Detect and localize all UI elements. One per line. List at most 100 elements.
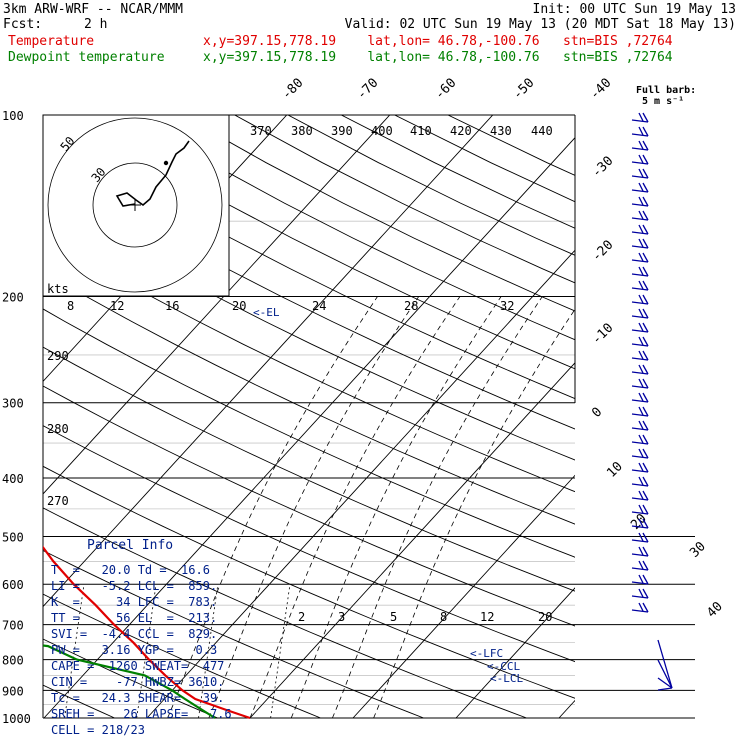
- wind-barb-flag: [642, 364, 649, 375]
- dry-adiabat-line: [394, 115, 575, 203]
- wind-barb: [631, 455, 649, 459]
- wind-barb: [631, 399, 649, 403]
- wind-barb-flag: [638, 504, 644, 514]
- wind-barb-flag: [638, 406, 644, 416]
- wind-barb-flag: [642, 406, 649, 417]
- wind-barb-flag: [642, 434, 649, 445]
- level-marker-label: <-EL: [253, 306, 280, 319]
- wind-barb-flag: [638, 280, 644, 290]
- parcel-row: TT = 56 EL = 213.: [51, 611, 218, 625]
- pressure-tick-label: 100: [2, 109, 24, 123]
- wind-barb-flag: [638, 532, 644, 542]
- parcel-row: T = 20.0 Td = 16.6: [51, 563, 210, 577]
- level-marker-label: <-LFC: [470, 647, 503, 660]
- wind-barb: [631, 469, 649, 473]
- wind-barb-flag: [642, 140, 649, 151]
- hodograph-unit-label: kts: [47, 282, 69, 296]
- wind-barb-flag: [638, 112, 644, 122]
- wind-barb-flag: [642, 182, 649, 193]
- pressure-tick-label: 300: [2, 397, 24, 411]
- pressure-tick-label: 800: [2, 654, 24, 668]
- init-time: Init: 00 UTC Sun 19 May 13: [532, 2, 737, 17]
- wind-barb: [631, 371, 649, 375]
- dry-adiabat-line: [43, 127, 575, 400]
- wind-barb-flag: [642, 336, 649, 347]
- dry-adiabat-line: [43, 638, 218, 719]
- wind-barb: [631, 483, 649, 487]
- wind-barb-flag: [638, 392, 644, 402]
- theta-tick-label: 420: [450, 124, 472, 138]
- wind-barb-flag: [638, 588, 644, 598]
- wind-barb: [631, 147, 649, 151]
- wind-barb-flag: [638, 182, 644, 192]
- level-marker-label: <-LCL: [490, 672, 523, 685]
- wind-barb: [631, 161, 649, 165]
- parcel-row: SREH = 26 LAPSE= 7.6: [51, 707, 232, 721]
- model-title: 3km ARW-WRF -- NCAR/MMM: [3, 2, 184, 17]
- upper-scale-tick-label: 32: [500, 299, 514, 313]
- theta-tick-label: 280: [47, 422, 69, 436]
- wind-barb-flag: [638, 196, 644, 206]
- wind-barb-flag: [638, 266, 644, 276]
- wind-barb-flag: [642, 224, 649, 235]
- temperature-legend: Temperature: [8, 34, 95, 49]
- isotherm-tick-label: -60: [432, 76, 459, 103]
- isotherm-tick-label: -20: [589, 238, 616, 265]
- wind-barb: [631, 609, 649, 613]
- wind-barb-flag: [642, 392, 649, 403]
- barb-legend-value: 5 m s⁻¹: [642, 96, 684, 107]
- wind-barb-flag: [638, 336, 644, 346]
- wind-barb-flag: [642, 574, 649, 585]
- mixing-ratio-tick-label: 3: [338, 610, 345, 624]
- temperature-line: [43, 545, 251, 720]
- wind-barb-flag: [638, 238, 644, 248]
- wind-barb: [631, 245, 649, 249]
- wind-barb-flag: [642, 154, 649, 165]
- wind-barb-flag: [642, 308, 649, 319]
- wind-barb: [631, 287, 649, 291]
- isotherm-tick-label: -30: [589, 154, 616, 181]
- dry-adiabat-line: [43, 425, 575, 663]
- upper-scale-tick-label: 12: [110, 299, 124, 313]
- wind-barb: [631, 553, 649, 557]
- theta-tick-label: 370: [250, 124, 272, 138]
- dry-adiabat-line: [287, 115, 575, 256]
- wind-barb-flag: [642, 490, 649, 501]
- temperature-location: x,y=397.15,778.19 lat,lon= 46.78,-100.76…: [203, 34, 673, 49]
- level-marker-label: <-CCL: [487, 660, 520, 673]
- wind-barb-flag: [638, 420, 644, 430]
- wind-barb: [631, 273, 649, 277]
- dry-adiabat-line: [43, 346, 575, 592]
- parcel-row: CAPE = 1260 SWEAT= 477: [51, 659, 225, 673]
- theta-tick-label: 400: [371, 124, 393, 138]
- wind-barb-flag: [642, 112, 649, 123]
- wind-barb-flag: [642, 168, 649, 179]
- dry-adiabat-line: [43, 385, 575, 627]
- wind-barb-flag: [642, 448, 649, 459]
- theta-tick-label: 380: [291, 124, 313, 138]
- wind-barb: [631, 511, 649, 515]
- wind-barb: [631, 497, 649, 501]
- theta-tick-label: 290: [47, 349, 69, 363]
- dry-adiabat-line: [43, 198, 575, 461]
- isotherm-tick-label: -50: [510, 76, 537, 103]
- dry-adiabat-line: [43, 234, 575, 493]
- wind-barb-flag: [642, 210, 649, 221]
- theta-tick-label: 390: [331, 124, 353, 138]
- moist-adiabat-line: [167, 296, 378, 719]
- wind-barb-flag: [642, 476, 649, 487]
- wind-barb: [631, 539, 649, 543]
- upper-scale-tick-label: 24: [312, 299, 326, 313]
- wind-barb: [631, 357, 649, 361]
- wind-barb-flag: [642, 252, 649, 263]
- wind-barb: [631, 567, 649, 571]
- wind-barb: [631, 175, 649, 179]
- theta-tick-label: 440: [531, 124, 553, 138]
- wind-barb: [631, 189, 649, 193]
- wind-barb-flag: [638, 574, 644, 584]
- wind-barb: [631, 525, 649, 529]
- wind-barb: [631, 217, 649, 221]
- wind-barb: [631, 385, 649, 389]
- isotherm-tick-label: 40: [704, 599, 726, 621]
